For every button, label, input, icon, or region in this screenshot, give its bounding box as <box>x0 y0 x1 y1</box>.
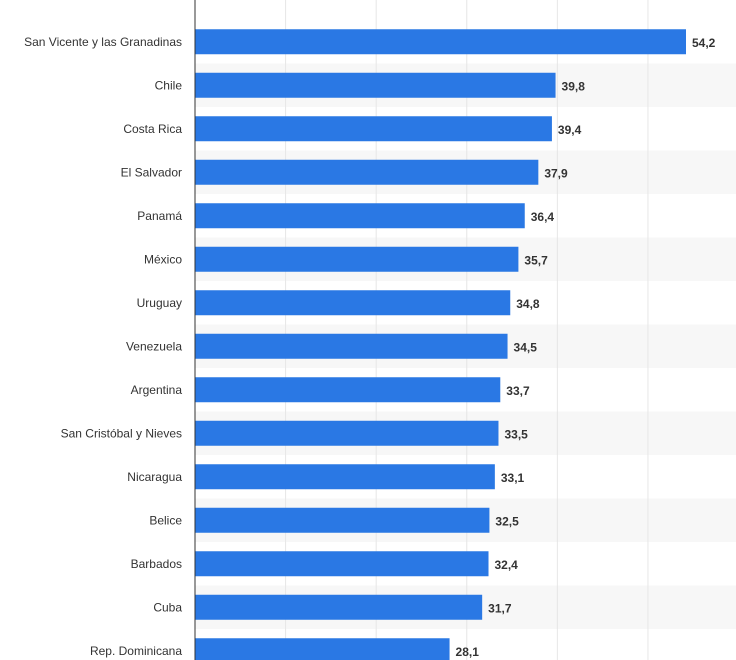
category-label: Costa Rica <box>123 122 182 136</box>
category-label: Panamá <box>137 209 182 223</box>
category-label: Chile <box>155 78 183 92</box>
value-label: 33,7 <box>506 384 530 398</box>
bar <box>195 116 552 142</box>
category-label: San Cristóbal y Nieves <box>61 426 182 440</box>
value-label: 32,4 <box>495 558 519 572</box>
category-label: Venezuela <box>126 339 182 353</box>
bar <box>195 246 519 272</box>
bar <box>195 29 686 55</box>
category-label: Cuba <box>153 600 182 614</box>
bar <box>195 507 490 533</box>
bar <box>195 638 450 660</box>
bar <box>195 594 483 620</box>
category-label: San Vicente y las Granadinas <box>24 35 182 49</box>
value-label: 34,8 <box>516 297 540 311</box>
bar <box>195 377 501 403</box>
bar <box>195 290 511 316</box>
category-label: Belice <box>149 513 182 527</box>
value-label: 54,2 <box>692 36 716 50</box>
category-label: Uruguay <box>137 296 182 310</box>
value-label: 28,1 <box>456 645 480 659</box>
value-label: 32,5 <box>495 514 519 528</box>
value-label: 39,8 <box>562 79 586 93</box>
bar <box>195 551 489 577</box>
value-label: 37,9 <box>544 166 568 180</box>
category-label: Rep. Dominicana <box>90 644 182 658</box>
value-labels: 54,2 39,8 39,4 37,9 36,4 35,7 34,8 34,5 33,7 33,5… <box>456 36 716 659</box>
value-label: 33,1 <box>501 471 525 485</box>
value-label: 36,4 <box>531 210 555 224</box>
bar <box>195 203 525 229</box>
category-label: Argentina <box>131 383 183 397</box>
bar <box>195 159 539 185</box>
value-label: 33,5 <box>504 427 528 441</box>
category-label: Nicaragua <box>127 470 182 484</box>
bar <box>195 72 556 98</box>
value-label: 31,7 <box>488 601 512 615</box>
value-label: 34,5 <box>514 340 538 354</box>
category-labels: San Vicente y las Granadinas Chile Costa R… <box>24 35 182 658</box>
gridlines <box>285 0 649 660</box>
bar <box>195 420 499 446</box>
bar <box>195 464 495 490</box>
category-label: El Salvador <box>121 165 182 179</box>
value-label: 39,4 <box>558 123 582 137</box>
bar <box>195 333 508 359</box>
value-label: 35,7 <box>524 253 548 267</box>
category-label: México <box>144 252 182 266</box>
bars <box>195 29 686 660</box>
category-label: Barbados <box>131 557 182 571</box>
